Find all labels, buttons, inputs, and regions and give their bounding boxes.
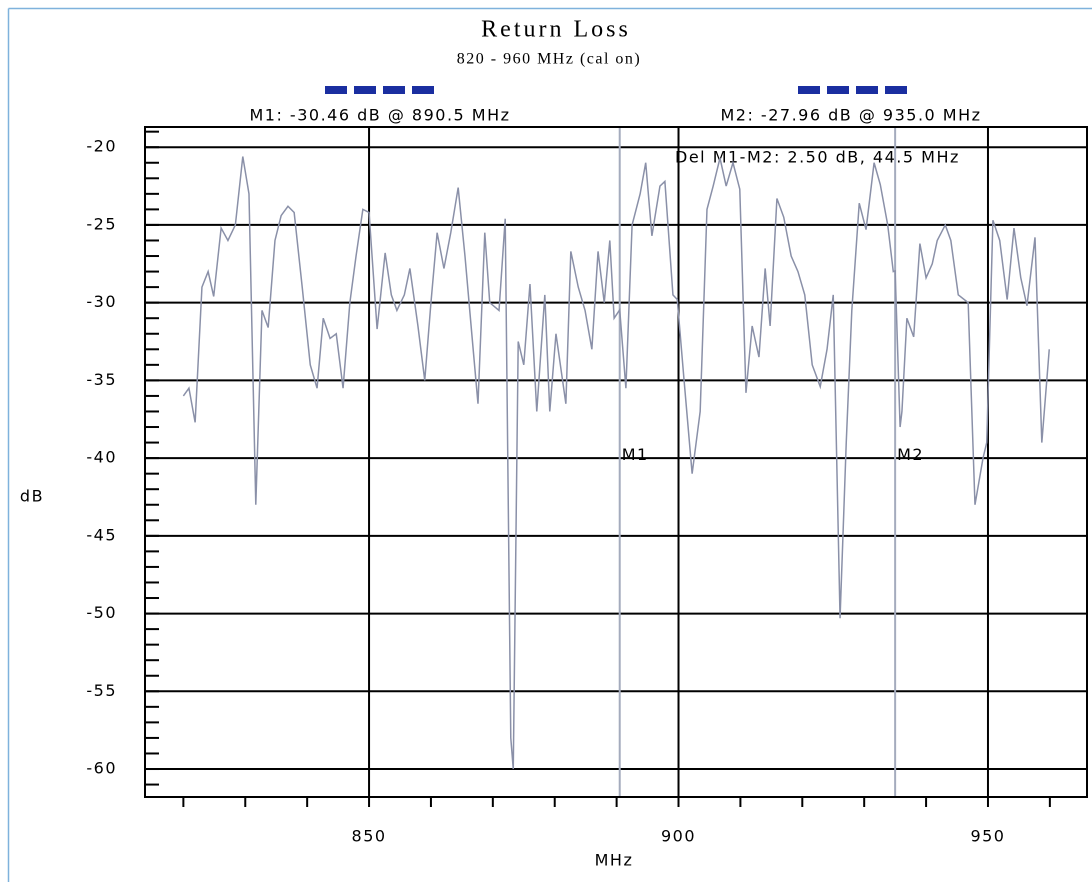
marker-readout: M1: -30.46 dB @ 890.5 MHz xyxy=(249,106,510,125)
y-tick-label: -60 xyxy=(86,759,117,778)
y-axis-label: dB xyxy=(20,487,44,506)
indicator xyxy=(856,86,878,94)
marker-label: M2 xyxy=(897,445,924,464)
y-tick-label: -35 xyxy=(86,370,117,389)
x-tick-label: 850 xyxy=(352,827,387,846)
x-tick-label: 900 xyxy=(661,827,696,846)
x-tick-label: 950 xyxy=(970,827,1005,846)
y-tick-label: -40 xyxy=(86,448,117,467)
indicator xyxy=(798,86,820,94)
y-tick-label: -30 xyxy=(86,292,117,311)
chart-subtitle: 820 - 960 MHz (cal on) xyxy=(457,51,642,68)
marker-label: M1 xyxy=(622,445,649,464)
x-axis-label: MHz xyxy=(595,851,634,870)
indicator xyxy=(383,86,405,94)
trace xyxy=(182,156,1050,770)
y-tick-label: -55 xyxy=(86,681,117,700)
indicator xyxy=(412,86,434,94)
y-tick-label: -50 xyxy=(86,603,117,622)
plot-frame xyxy=(144,126,1088,798)
y-tick-label: -45 xyxy=(86,525,117,544)
chart-title: Return Loss xyxy=(481,17,631,43)
delta-readout: Del M1-M2: 2.50 dB, 44.5 MHz xyxy=(675,148,960,167)
marker-readout: M2: -27.96 dB @ 935.0 MHz xyxy=(720,106,981,125)
indicator xyxy=(827,86,849,94)
indicator xyxy=(325,86,347,94)
y-tick-label: -20 xyxy=(86,137,117,156)
y-tick-label: -25 xyxy=(86,214,117,233)
indicator xyxy=(885,86,907,94)
marker-indicators xyxy=(325,86,907,94)
indicator xyxy=(354,86,376,94)
